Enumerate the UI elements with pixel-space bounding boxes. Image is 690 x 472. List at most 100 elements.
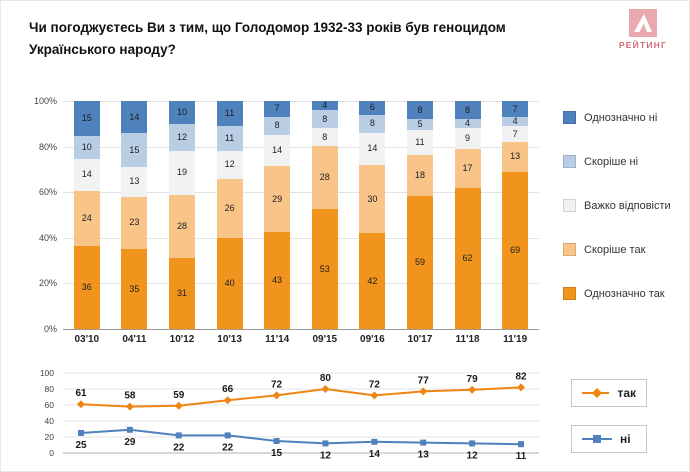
bar-column: 42 30 14 8 6 [349,101,397,329]
diamond-marker [370,391,379,400]
square-marker [518,441,524,448]
bar-segment: 36 [73,246,100,329]
line-value-label: 59 [173,390,185,401]
bar-value-label: 14 [129,111,140,122]
line-value-label: 29 [124,437,136,448]
bar-segment: 8 [311,110,338,129]
bar-segment: 12 [168,123,195,152]
legend-swatch [563,155,576,168]
bar-value-label: 15 [81,112,92,123]
legend-label: Скоріше ні [584,155,639,168]
bar-value-label: 9 [465,133,471,144]
bar-segment: 14 [264,134,291,167]
bar-segment: 14 [121,101,148,133]
bar-chart-legend: Однозначно ні Скоріше ні Важко відповісти С… [563,111,671,331]
bar-column: 62 17 9 4 8 [444,101,492,329]
page-title: Чи погоджуєтесь Ви з тим, що Голодомор 1… [29,20,506,57]
x-category-label: 11'14 [265,334,290,345]
bar-segment: 8 [311,128,338,147]
bar-segment: 15 [121,132,148,168]
legend-item: Скоріше ні [563,155,671,168]
diamond-marker [174,401,183,410]
bar-value-label: 7 [512,103,518,114]
bar-value-label: 14 [272,145,283,156]
bar-value-label: 24 [81,212,92,223]
bar-stack: 53 28 8 8 4 [311,101,338,329]
square-marker [126,426,133,433]
line-legend-item: так [571,379,647,407]
bar-segment: 7 [502,126,529,143]
bar-segment: 11 [406,130,433,156]
bar-segment: 5 [406,119,433,131]
bar-value-label: 14 [367,143,378,154]
bar-segment: 53 [311,209,338,329]
bar-segment: 8 [359,114,386,133]
bar-value-label: 36 [81,282,92,293]
bar-segment: 9 [454,128,481,149]
y-tick-label: 40 [44,416,54,426]
bar-segment: 4 [502,116,529,127]
line-value-label: 15 [271,448,283,459]
bar-segment: 23 [121,196,148,250]
bar-value-label: 8 [322,131,328,142]
bar-value-label: 17 [462,162,473,173]
bar-value-label: 7 [512,128,518,139]
y-tick-label: 100 [39,368,54,378]
line-value-label: 72 [271,379,283,390]
bar-value-label: 10 [176,106,187,117]
bar-column: 43 29 14 8 7 [253,101,301,329]
bar-value-label: 40 [224,277,235,288]
square-marker [420,439,427,446]
bar-stack: 69 13 7 4 7 [502,101,529,329]
legend-item: Скоріше так [563,243,671,256]
line-value-label: 22 [173,442,185,453]
bar-segment: 15 [73,101,100,136]
gridline [63,192,539,194]
bar-value-label: 59 [414,256,425,267]
bar-stack: 59 18 11 5 8 [406,101,433,329]
x-category-label: 09'15 [312,334,338,345]
bar-value-label: 19 [176,167,187,178]
bar-segment: 17 [454,148,481,188]
bar-stack: 36 24 14 10 15 [73,101,100,329]
bar-stack: 43 29 14 8 7 [264,101,291,329]
line-value-label: 13 [418,450,430,461]
diamond-marker [419,387,428,396]
gridline [63,283,539,285]
bar-value-label: 62 [462,252,473,263]
legend-swatch [563,243,576,256]
line-value-label: 12 [467,450,479,461]
legend-item: Важко відповісти [563,199,671,212]
line-value-label: 61 [75,388,87,399]
bar-segment: 6 [359,101,386,115]
bar-value-label: 8 [417,104,423,115]
line-value-label: 80 [320,373,332,384]
bar-segment: 28 [168,194,195,259]
square-marker [469,440,476,447]
bar-segment: 28 [311,146,338,210]
bar-column: 59 18 11 5 8 [396,101,444,329]
y-tick-label: 0 [49,448,54,458]
line-legend-label: ні [620,432,631,446]
diamond-marker [517,383,525,392]
bar-value-label: 13 [510,151,521,162]
bar-chart-y-axis: 0% 20% 40% 60% 80% 100% [29,96,61,334]
stacked-bar-chart: 0% 20% 40% 60% 80% 100% 36 24 14 10 15 35 23 13 15 14 3… [29,96,541,351]
bar-segment: 4 [311,101,338,111]
trend-line-так [80,386,522,408]
x-category-label: 11'18 [455,334,480,345]
bar-value-label: 31 [176,288,187,299]
gridline [63,101,539,102]
bar-column: 69 13 7 4 7 [491,101,539,329]
rating-logo-text: РЕЙТИНГ [618,40,668,50]
legend-label: Важко відповісти [584,199,671,212]
bar-value-label: 4 [512,116,518,127]
bar-value-label: 8 [274,120,280,131]
bar-value-label: 23 [129,217,140,228]
bar-segment: 40 [216,237,243,329]
y-tick-label: 60% [38,187,57,198]
legend-swatch [563,111,576,124]
bar-segment: 31 [168,258,195,329]
x-category-label: 04'11 [122,334,147,345]
